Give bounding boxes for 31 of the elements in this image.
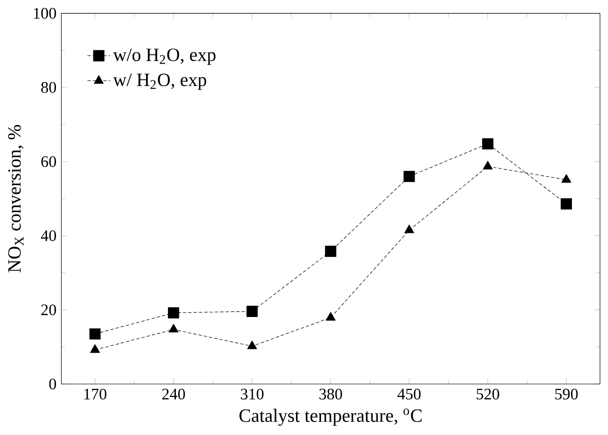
legend-label: w/ H$_{2}$O, exp [113, 74, 206, 90]
y-axis-title: NO$_{X}$ conversion, % [8, 125, 24, 273]
point [325, 246, 336, 258]
point [561, 174, 572, 183]
legend-label: w/o H$_{2}$O, exp [113, 48, 216, 66]
x-tick-label: 170 [84, 388, 106, 400]
y-tick-label: 20 [41, 304, 56, 316]
point [90, 344, 100, 353]
y-tick-label: 0 [49, 378, 56, 390]
point [246, 306, 258, 318]
y-tick-label: 40 [40, 230, 56, 242]
y-tick-label: 100 [34, 8, 56, 19]
point [168, 324, 178, 333]
point [89, 328, 101, 340]
x-tick-label: 240 [162, 388, 185, 400]
point [404, 224, 414, 234]
x-axis-title: Catalyst temperature, $^{o}$C [239, 408, 422, 426]
point [482, 138, 494, 150]
point [560, 198, 572, 210]
y-tick-label: 60 [41, 156, 56, 168]
point [168, 307, 180, 319]
x-tick-label: 310 [240, 388, 264, 400]
x-tick-label: 520 [476, 388, 500, 400]
y-tick-label: 80 [41, 82, 56, 94]
point [326, 312, 336, 321]
point [404, 170, 415, 182]
x-tick-label: 590 [555, 388, 578, 400]
point [247, 340, 257, 350]
x-tick-label: 450 [398, 388, 421, 400]
x-tick-label: 380 [319, 388, 342, 400]
point [482, 160, 493, 170]
